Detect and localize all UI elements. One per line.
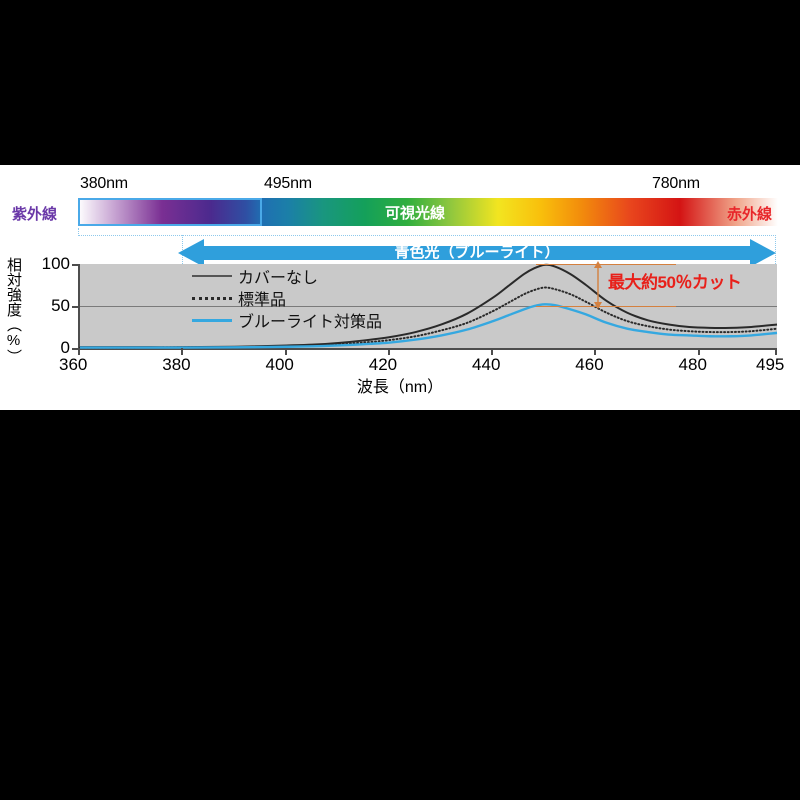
- curve-layer: [79, 263, 778, 349]
- x-tick-label-440: 440: [472, 355, 501, 374]
- legend-item-standard: 標準品: [192, 287, 422, 309]
- x-tick-mark-440: [491, 348, 494, 355]
- x-tick-mark-360: [78, 348, 80, 355]
- plot-area: [78, 263, 778, 350]
- x-tick-mark-460: [594, 348, 597, 355]
- legend-swatch-blue-icon: [192, 314, 232, 326]
- x-tick-label-460: 460: [575, 355, 604, 374]
- visible-light-label: 可視光線: [385, 205, 446, 222]
- x-tick-mark-480: [697, 348, 700, 355]
- gridline-50: [80, 306, 777, 307]
- ultraviolet-label: 紫外線: [12, 206, 58, 223]
- curve-blue-light-cut: [80, 303, 778, 349]
- cut-percentage-annotation: 最大約50％カット: [608, 273, 742, 292]
- y-tick-label-0: 0: [60, 338, 70, 357]
- y-tick-label-50: 50: [51, 296, 70, 315]
- x-tick-mark-420: [387, 348, 390, 355]
- legend-item-cover-none: カバーなし: [192, 265, 422, 287]
- cut-reference-line-bottom: [536, 306, 676, 307]
- x-tick-label-400: 400: [265, 355, 294, 374]
- legend-swatch-dotted-icon: [192, 292, 232, 304]
- blue-light-range-box: [78, 198, 262, 226]
- y-tick-label-100: 100: [41, 254, 70, 273]
- legend-swatch-solid-icon: [192, 270, 232, 282]
- cut-arrow-icon: [592, 261, 604, 314]
- guide-line-380-upper: [78, 228, 79, 236]
- spectrum-row: 紫外線 可視光線 赤外線: [0, 198, 800, 228]
- blue-light-spectrum-figure: 380nm 495nm 780nm 紫外線 可視光線 赤外線 青色光（ブルーライ…: [0, 165, 800, 410]
- x-tick-label-360: 360: [59, 355, 88, 374]
- x-tick-label-420: 420: [368, 355, 398, 374]
- x-tick-mark-380: [181, 348, 184, 355]
- spectrum-tick-780: 780nm: [652, 175, 700, 192]
- blue-light-range-label: 青色光（ブルーライト）: [394, 244, 560, 261]
- curve-standard: [79, 286, 778, 349]
- legend-item-blue-cut: ブルーライト対策品: [192, 309, 422, 331]
- x-tick-mark-400: [284, 348, 287, 355]
- legend-label-blue-cut: ブルーライト対策品: [238, 314, 383, 331]
- x-tick-label-480: 480: [678, 355, 707, 374]
- cut-reference-line-top: [536, 264, 676, 265]
- y-tick-mark-50: [72, 306, 78, 308]
- blue-light-range-arrow: 青色光（ブルーライト）: [178, 237, 776, 269]
- x-tick-label-380: 380: [162, 355, 191, 374]
- legend-label-standard: 標準品: [238, 292, 287, 309]
- spectrum-gradient-bar: [78, 198, 778, 226]
- infrared-label: 赤外線: [727, 206, 773, 223]
- x-tick-mark-495: [775, 348, 777, 355]
- x-axis-title: 波長（nm）: [356, 379, 444, 396]
- spectrum-tick-495: 495nm: [264, 175, 312, 192]
- guide-line-horizontal: [78, 235, 776, 236]
- spectrum-tick-380: 380nm: [80, 175, 128, 192]
- y-tick-mark-100: [72, 264, 78, 266]
- curve-cover-none: [80, 263, 778, 349]
- chart-legend: カバーなし 標準品 ブルーライト対策品: [192, 265, 422, 331]
- x-tick-label-495: 495: [756, 355, 785, 374]
- legend-label-cover-none: カバーなし: [238, 270, 319, 287]
- y-axis-title: 相対強度（%）: [5, 257, 22, 364]
- y-tick-mark-0: [72, 348, 78, 350]
- spectral-intensity-chart: 相対強度（%） 100 50 0 最大約50％カット: [0, 165, 800, 410]
